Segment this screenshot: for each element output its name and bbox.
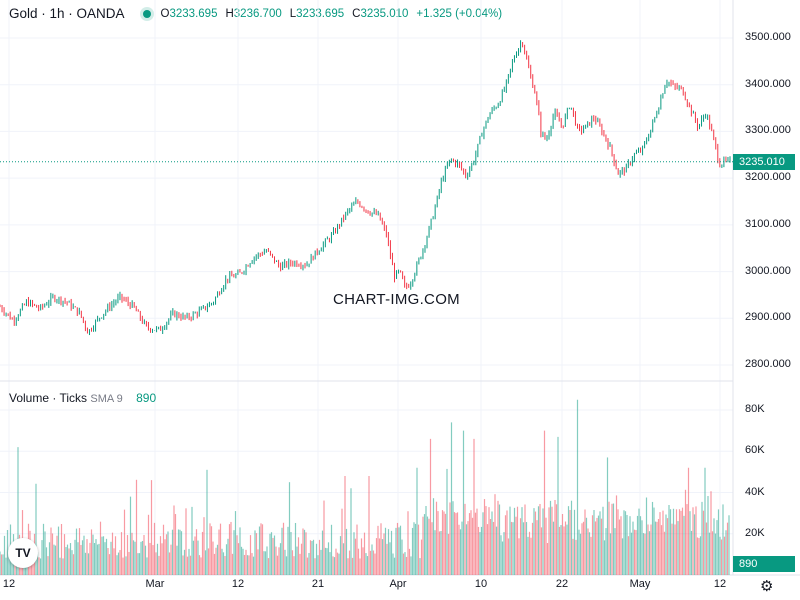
chart-header: Gold · 1h · OANDA O3233.695 H3236.700 L3… <box>9 6 502 21</box>
price-series <box>0 40 731 336</box>
time-tick-label: Apr <box>389 578 407 590</box>
volume-tick-label: 80K <box>745 403 765 415</box>
time-tick-label: 22 <box>555 578 569 590</box>
watermark: CHART-IMG.COM <box>333 291 460 308</box>
last-volume-tag: 890 <box>733 556 795 572</box>
volume-bars <box>0 399 730 575</box>
time-tick-label: 12 <box>2 578 16 590</box>
price-tick-label: 2800.000 <box>745 358 791 370</box>
volume-tick-label: 20K <box>745 526 765 539</box>
close-value: 3235.010 <box>360 7 409 20</box>
price-tick-label: 3400.000 <box>745 77 791 90</box>
close-label: C <box>352 7 361 20</box>
high-label: H <box>225 7 234 20</box>
time-tick-label: 21 <box>311 578 325 590</box>
time-tick-label: 12 <box>231 578 245 590</box>
grid-lines <box>0 0 733 575</box>
price-tick-label: 3500.000 <box>745 31 791 43</box>
price-tick-label: 3300.000 <box>745 124 791 137</box>
volume-title[interactable]: Volume · Ticks <box>9 391 88 405</box>
price-tick-label: 2900.000 <box>745 311 791 324</box>
volume-tick-label: 40K <box>745 485 765 498</box>
ohlc-readout: O3233.695 H3236.700 L3233.695 C3235.010 … <box>161 8 503 20</box>
price-tick-label: 3000.000 <box>745 264 791 277</box>
symbol-title[interactable]: Gold · 1h · OANDA <box>9 6 125 21</box>
gear-icon[interactable]: ⚙ <box>760 578 774 595</box>
last-price-tag: 3235.010 <box>733 153 795 170</box>
time-tick-label: 10 <box>474 578 488 590</box>
market-status-icon <box>142 9 151 18</box>
volume-tick-label: 60K <box>745 444 765 457</box>
tradingview-logo-icon[interactable]: TV <box>8 538 38 568</box>
volume-sma-label: SMA 9 <box>90 393 123 405</box>
low-value: 3233.695 <box>296 7 345 20</box>
price-tick-label: 3200.000 <box>745 171 791 184</box>
time-tick-label: May <box>629 578 651 590</box>
high-value: 3236.700 <box>233 7 282 20</box>
time-tick-label: Mar <box>145 578 165 590</box>
price-tick-label: 3100.000 <box>745 217 791 230</box>
low-label: L <box>289 7 297 20</box>
open-value: 3233.695 <box>169 7 218 20</box>
open-label: O <box>160 7 170 20</box>
volume-value: 890 <box>136 391 157 405</box>
time-tick-label: 12 <box>713 578 727 590</box>
volume-header: Volume · Ticks SMA 9 890 <box>9 391 156 405</box>
